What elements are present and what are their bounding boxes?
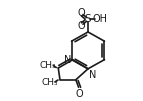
Text: CH₃: CH₃ — [40, 61, 57, 70]
Text: O: O — [77, 21, 85, 31]
Text: O: O — [75, 89, 83, 99]
Text: N: N — [89, 70, 96, 80]
Text: CH₃: CH₃ — [42, 78, 58, 87]
Text: N: N — [64, 55, 72, 65]
Text: S: S — [85, 14, 91, 24]
Text: OH: OH — [93, 14, 108, 24]
Text: O: O — [77, 8, 85, 18]
